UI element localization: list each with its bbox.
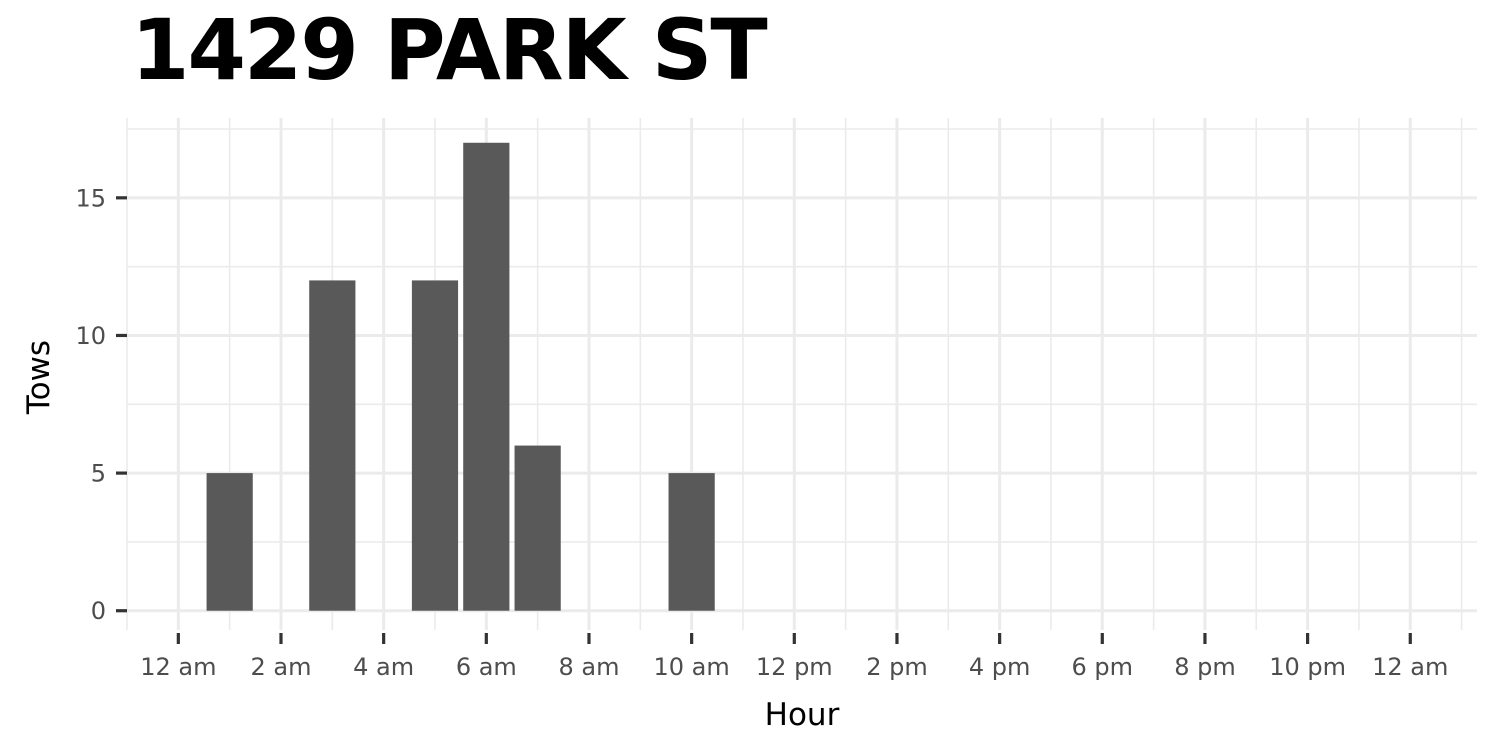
x-tick-label: 6 am xyxy=(456,653,517,681)
x-tick-label: 12 am xyxy=(1372,653,1448,681)
bar xyxy=(668,473,715,611)
bar xyxy=(463,142,510,611)
chart-title: 1429 PARK ST xyxy=(131,1,768,99)
x-tick-label: 10 pm xyxy=(1269,653,1346,681)
bar xyxy=(206,473,253,611)
x-tick-label: 10 am xyxy=(654,653,730,681)
x-tick-label: 8 pm xyxy=(1174,653,1236,681)
y-axis-title: Tows xyxy=(21,340,57,415)
x-tick-label: 2 am xyxy=(251,653,312,681)
x-tick-label: 4 am xyxy=(353,653,414,681)
x-tick-label: 4 pm xyxy=(969,653,1031,681)
y-tick-label: 15 xyxy=(75,184,106,212)
x-tick-label: 12 am xyxy=(140,653,216,681)
x-tick-label: 12 pm xyxy=(756,653,833,681)
bar xyxy=(514,445,561,611)
axes: 0 5 10 15 12 am 2 am 4 am 6 am 8 am 10 am 12 pm 2 p… xyxy=(75,184,1448,681)
x-tick-label: 8 am xyxy=(558,653,619,681)
x-tick-label: 2 pm xyxy=(866,653,928,681)
bar xyxy=(411,280,459,611)
y-tick-label: 0 xyxy=(91,597,106,625)
y-tick-label: 10 xyxy=(75,322,106,350)
y-tick-label: 5 xyxy=(91,460,106,488)
x-tick-label: 6 pm xyxy=(1072,653,1134,681)
x-axis-title: Hour xyxy=(765,697,840,733)
bar xyxy=(309,280,356,611)
bars xyxy=(206,142,715,611)
